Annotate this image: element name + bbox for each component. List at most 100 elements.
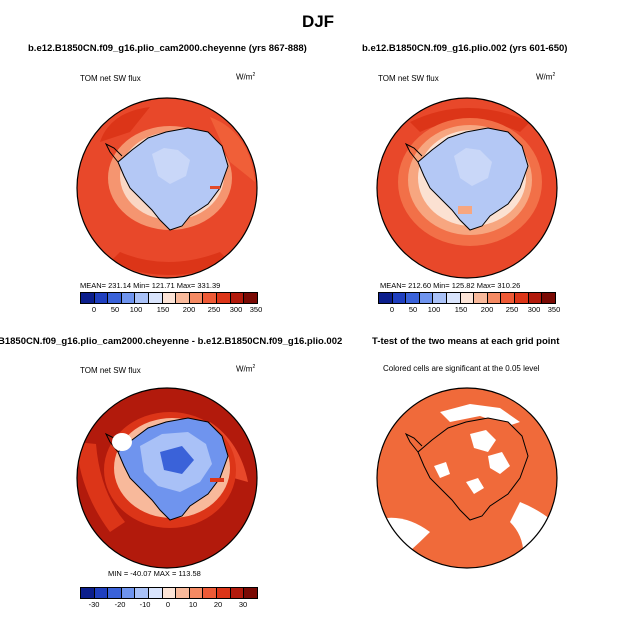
colorbar-top-right xyxy=(378,292,556,304)
polar-map-top-right xyxy=(376,97,558,279)
colorbar-cell xyxy=(542,293,555,303)
colorbar-tick: 10 xyxy=(188,600,198,609)
colorbar-cell xyxy=(81,588,95,598)
local-anomaly xyxy=(210,186,220,189)
colorbar-cell xyxy=(121,293,136,303)
colorbar-cell xyxy=(81,293,95,303)
colorbar-tick: 100 xyxy=(129,305,143,314)
high-flux-zone xyxy=(100,107,150,142)
units-label-top-left: W/m2 xyxy=(236,72,256,82)
local-anomaly xyxy=(210,478,224,482)
colorbar-cell xyxy=(244,293,257,303)
colorbar-cell xyxy=(217,293,231,303)
antarctic-peninsula xyxy=(404,432,423,453)
colorbar-cell xyxy=(108,293,122,303)
colorbar-tick: 300 xyxy=(527,305,541,314)
colorbar-tick: 50 xyxy=(408,305,418,314)
colorbar-cell xyxy=(379,293,393,303)
variable-label-top-right: TOM net SW flux xyxy=(378,74,439,83)
colorbar-tick: 350 xyxy=(547,305,561,314)
interior-diff-strong xyxy=(160,446,194,474)
map-boundary xyxy=(76,387,258,569)
colorbar-tick: 50 xyxy=(110,305,120,314)
colorbar-tick: -30 xyxy=(88,600,100,609)
polar-map-bottom-right xyxy=(376,387,558,569)
colorbar-tick: 300 xyxy=(229,305,243,314)
colorbar-cell xyxy=(528,293,543,303)
colorbar-cell xyxy=(230,588,245,598)
non-significant-cells xyxy=(488,452,510,474)
zero-diff-patch xyxy=(112,433,132,451)
significance-note: Colored cells are significant at the 0.0… xyxy=(383,364,540,373)
colorbar-cell xyxy=(149,293,163,303)
colorbar-top-left xyxy=(80,292,258,304)
colorbar-tick: 200 xyxy=(182,305,196,314)
colorbar-tick: 0 xyxy=(91,305,97,314)
panel-title-top-left: b.e12.B1850CN.f09_g16.plio_cam2000.cheye… xyxy=(28,43,307,54)
colorbar-cell xyxy=(176,293,190,303)
colorbar-cell xyxy=(94,293,109,303)
map-boundary xyxy=(376,387,558,569)
colorbar-tick: 350 xyxy=(249,305,263,314)
flux-zone xyxy=(210,117,255,182)
colorbar-cell xyxy=(149,588,163,598)
colorbar-cell xyxy=(230,293,245,303)
colorbar-cell xyxy=(189,588,204,598)
antarctica-landmass xyxy=(417,417,529,521)
units-label-top-right: W/m2 xyxy=(536,72,556,82)
colorbar-cell xyxy=(419,293,434,303)
stats-bottom-left: MIN = -40.07 MAX = 113.58 xyxy=(108,569,201,578)
colorbar-tick: 30 xyxy=(238,600,248,609)
polar-map-top-left xyxy=(76,97,258,279)
colorbar-cell xyxy=(487,293,502,303)
colorbar-tick: -20 xyxy=(114,600,126,609)
colorbar-tick: 150 xyxy=(454,305,468,314)
colorbar-cell xyxy=(203,293,218,303)
stats-top-right: MEAN= 212.60 Min= 125.82 Max= 310.26 xyxy=(380,281,521,290)
colorbar-cell xyxy=(162,588,177,598)
colorbar-cell xyxy=(392,293,407,303)
colorbar-cell xyxy=(515,293,529,303)
colorbar-tick: 150 xyxy=(156,305,170,314)
colorbar-tick: 250 xyxy=(207,305,221,314)
interior-flux xyxy=(152,148,190,184)
colorbar-cell xyxy=(176,588,190,598)
map-boundary xyxy=(76,97,258,279)
colorbar-tick: 200 xyxy=(480,305,494,314)
colorbar-cell xyxy=(135,293,150,303)
colorbar-cell xyxy=(108,588,122,598)
colorbar-cell xyxy=(501,293,516,303)
map-boundary xyxy=(376,97,558,279)
non-significant-cells xyxy=(470,430,496,452)
colorbar-cell xyxy=(447,293,461,303)
colorbar-tick: 0 xyxy=(165,600,171,609)
page-title: DJF xyxy=(301,12,335,31)
colorbar-cell xyxy=(203,588,218,598)
colorbar-cell xyxy=(433,293,448,303)
colorbar-cell xyxy=(94,588,109,598)
non-significant-cells xyxy=(434,462,450,478)
polar-map-bottom-left xyxy=(76,387,258,569)
non-significant-cells xyxy=(466,478,484,494)
interior-flux xyxy=(454,148,492,186)
colorbar-tick: 0 xyxy=(389,305,395,314)
colorbar-tick: 250 xyxy=(505,305,519,314)
colorbar-tick: 100 xyxy=(427,305,441,314)
antarctic-peninsula xyxy=(404,142,423,163)
panel-title-bottom-left: B1850CN.f09_g16.plio_cam2000.cheyenne - … xyxy=(0,336,343,347)
colorbar-cell xyxy=(135,588,150,598)
panel-title-top-right: b.e12.B1850CN.f09_g16.plio.002 (yrs 601-… xyxy=(362,43,568,54)
colorbar-bottom-left xyxy=(80,587,258,599)
units-label-bottom-left: W/m2 xyxy=(236,364,256,374)
colorbar-cell xyxy=(406,293,420,303)
colorbar-tick: 20 xyxy=(213,600,223,609)
colorbar-cell xyxy=(460,293,475,303)
ice-shelf-flux xyxy=(458,206,472,214)
colorbar-cell xyxy=(217,588,231,598)
variable-label-bottom-left: TOM net SW flux xyxy=(80,366,141,375)
colorbar-cell xyxy=(244,588,257,598)
colorbar-cell xyxy=(162,293,177,303)
colorbar-cell xyxy=(121,588,136,598)
colorbar-tick: -10 xyxy=(139,600,151,609)
panel-title-bottom-right: T-test of the two means at each grid poi… xyxy=(372,336,560,347)
